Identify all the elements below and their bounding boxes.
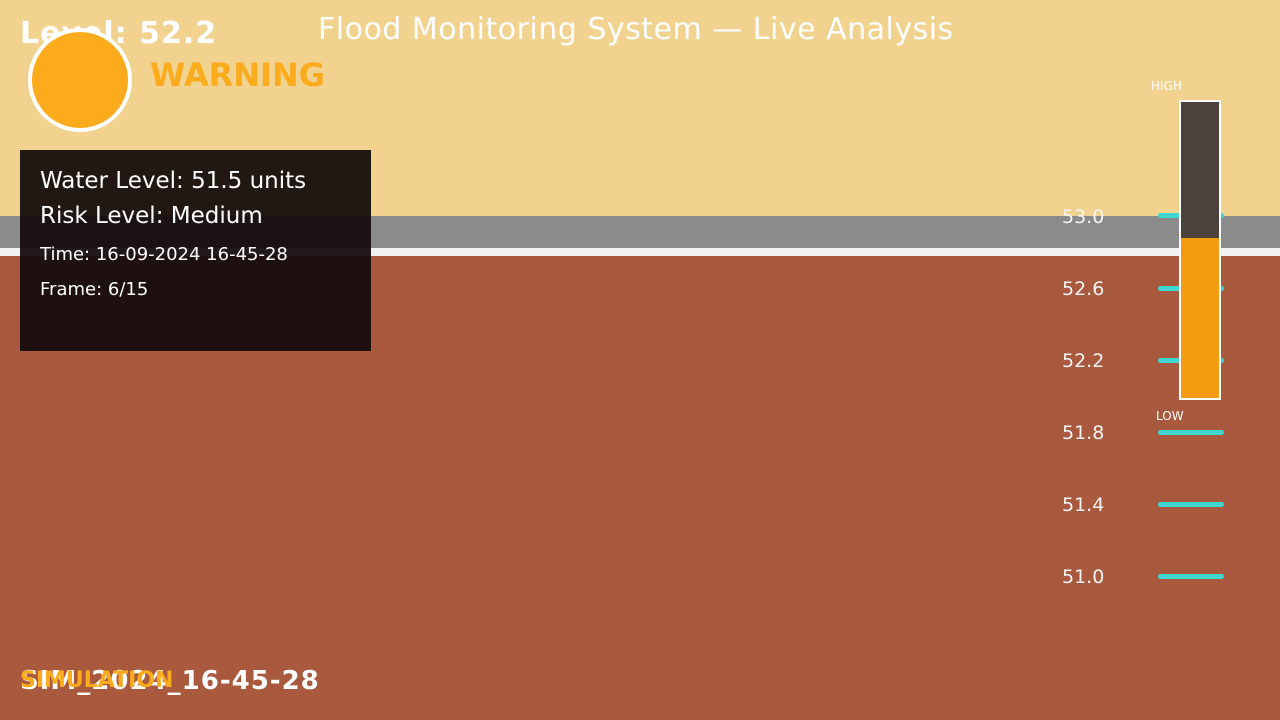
waterline (0, 248, 1280, 256)
info-panel: Water Level: 51.5 units Risk Level: Medi… (20, 150, 371, 351)
status-text: WARNING (150, 56, 325, 94)
scale-label: 52.2 (1062, 350, 1105, 372)
water-level-gauge (1179, 100, 1221, 400)
frame-text: Frame: 6/15 (40, 279, 149, 300)
status-indicator-icon (28, 28, 132, 132)
scale-tick (1158, 430, 1224, 435)
scale-label: 51.4 (1062, 494, 1105, 516)
scale-label: 51.0 (1062, 566, 1105, 588)
page-title: Flood Monitoring System — Live Analysis (318, 12, 954, 47)
water-level-text: Water Level: 51.5 units (40, 168, 307, 194)
risk-level-text: Risk Level: Medium (40, 203, 263, 229)
simulation-badge: SIMULATION (20, 668, 174, 693)
scale-tick (1158, 574, 1224, 579)
gauge-fill (1181, 238, 1219, 398)
footer-timestamp: SIM_2024_16-45-28 (20, 666, 320, 696)
gauge-high-label: HIGH (1151, 79, 1182, 93)
scale-label: 53.0 (1062, 206, 1105, 228)
gauge-low-label: LOW (1156, 409, 1184, 423)
scale-tick (1158, 502, 1224, 507)
time-text: Time: 16-09-2024 16-45-28 (40, 244, 288, 265)
scale-label: 52.6 (1062, 278, 1105, 300)
scale-label: 51.8 (1062, 422, 1105, 444)
